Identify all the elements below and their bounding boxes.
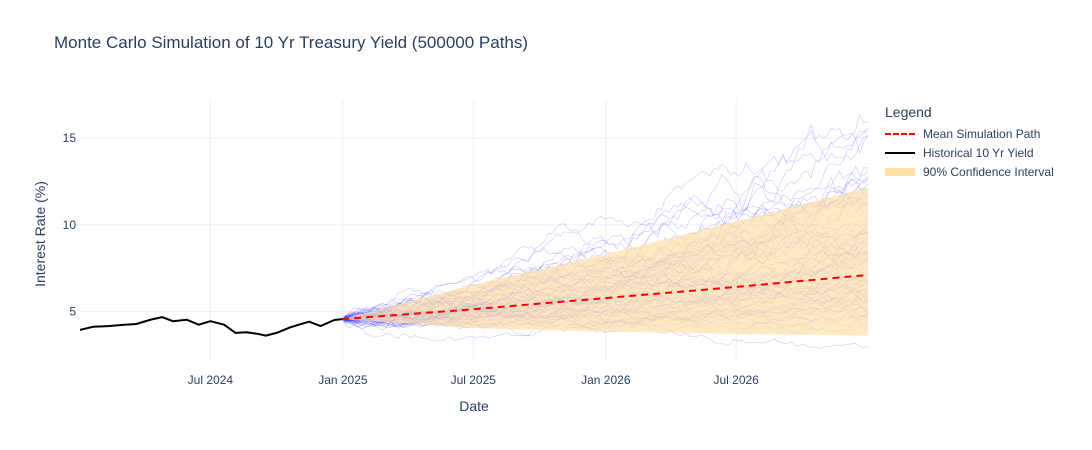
- legend-label-confidence: 90% Confidence Interval: [923, 164, 1054, 179]
- y-tick-label: 15: [63, 131, 77, 145]
- x-tick-label: Jul 2025: [451, 373, 497, 387]
- tick-labels: Jul 2024 Jan 2025 Jul 2025 Jan 2026 Jul 2026…: [63, 131, 760, 387]
- legend-label-mean: Mean Simulation Path: [923, 126, 1041, 141]
- chart-title: Monte Carlo Simulation of 10 Yr Treasury…: [54, 33, 529, 52]
- simulation-path: [342, 130, 868, 320]
- x-axis-title: Date: [459, 398, 489, 414]
- historical-yield-line: [80, 316, 343, 337]
- confidence-band: [342, 187, 868, 336]
- legend-swatch-orange-band: [885, 167, 915, 177]
- x-tick-label: Jan 2026: [581, 373, 631, 387]
- x-tick-label: Jul 2026: [713, 373, 759, 387]
- mean-simulation-line: [342, 273, 868, 321]
- x-tick-label: Jan 2025: [318, 373, 368, 387]
- confidence-band-layer: [342, 187, 868, 336]
- y-tick-label: 5: [69, 305, 76, 319]
- series-lines: [80, 273, 868, 337]
- y-axis-title: Interest Rate (%): [32, 181, 48, 287]
- legend-title: Legend: [885, 104, 932, 120]
- legend-label-historical: Historical 10 Yr Yield: [923, 145, 1034, 160]
- legend-item-confidence[interactable]: 90% Confidence Interval: [885, 162, 1054, 181]
- legend-item-mean[interactable]: Mean Simulation Path: [885, 124, 1054, 143]
- legend-swatch-solid-black: [885, 148, 915, 158]
- y-tick-label: 10: [63, 218, 77, 232]
- legend-swatch-dashed-red: [885, 129, 915, 139]
- legend: Legend Mean Simulation Path Historical 1…: [885, 104, 1054, 181]
- legend-item-historical[interactable]: Historical 10 Yr Yield: [885, 143, 1054, 162]
- x-tick-label: Jul 2024: [188, 373, 234, 387]
